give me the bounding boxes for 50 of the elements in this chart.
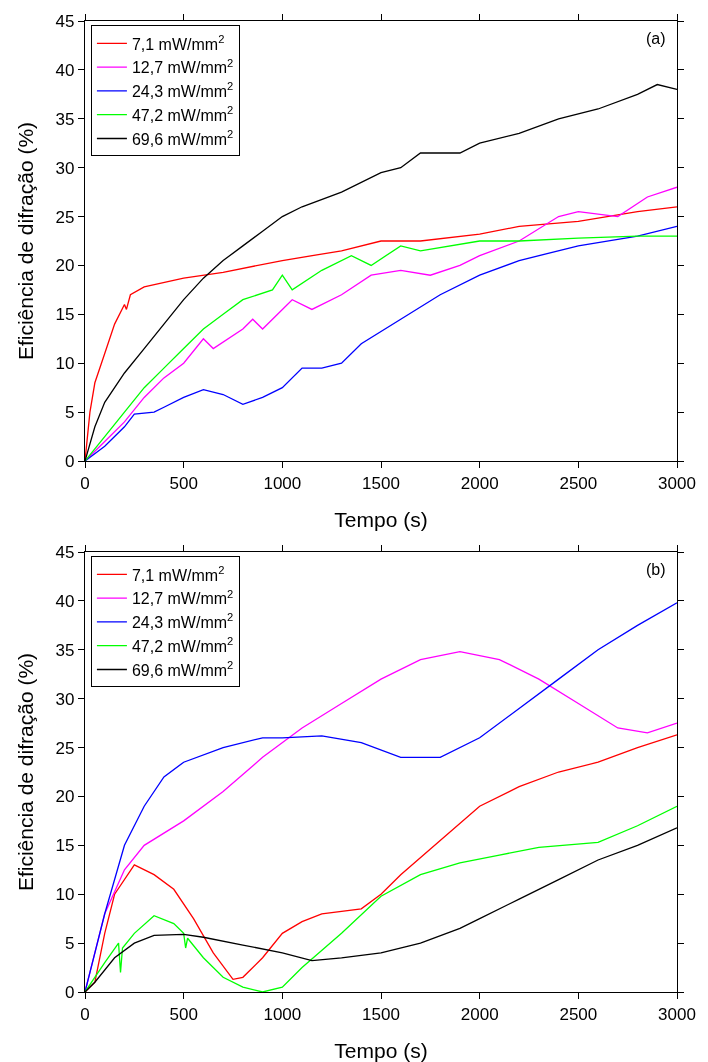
y-tick-label: 0: [65, 451, 75, 471]
legend-label: 69,6 mW/mm$^{2}$: [131, 659, 234, 679]
legend-label: 47,2 mW/mm$^{2}$: [131, 635, 234, 655]
x-tick-label: 3000: [658, 473, 696, 493]
y-tick-label: 40: [55, 591, 75, 611]
y-tick-label: 15: [55, 305, 75, 325]
x-tick-label: 2000: [460, 1004, 499, 1024]
y-tick-label: 25: [55, 207, 75, 227]
x-tick-label: 3000: [658, 1004, 696, 1024]
x-tick-label: 1000: [263, 1004, 302, 1024]
legend-label: 7,1 mW/mm$^{2}$: [131, 32, 225, 53]
y-tick-label: 35: [55, 640, 75, 660]
y-tick-label: 10: [55, 885, 75, 905]
x-tick-label: 1500: [362, 473, 400, 493]
x-tick-label: 1000: [263, 473, 302, 493]
x-tick-label: 2000: [460, 473, 499, 493]
y-tick-label: 40: [55, 60, 75, 80]
x-tick-label: 1500: [362, 1004, 400, 1024]
legend-label: 12,7 mW/mm$^{2}$: [131, 56, 234, 77]
y-tick-label: 15: [55, 836, 75, 856]
annotation: (b): [646, 561, 666, 578]
x-axis-title: Tempo (s): [334, 1039, 428, 1062]
x-tick-label: 500: [169, 1004, 198, 1024]
legend-label: 24,3 mW/mm$^{2}$: [131, 611, 234, 632]
x-tick-label: 500: [169, 473, 198, 493]
x-tick-label: 0: [80, 1004, 90, 1024]
annotation: (a): [646, 30, 666, 47]
legend-label: 69,6 mW/mm$^{2}$: [131, 128, 234, 148]
y-tick-label: 30: [55, 689, 75, 709]
y-axis-title: Eficiência de difração (%): [13, 652, 37, 892]
x-tick-label: 2500: [559, 473, 598, 493]
y-tick-label: 45: [55, 542, 75, 562]
legend-label: 7,1 mW/mm$^{2}$: [131, 563, 225, 584]
legend-label: 24,3 mW/mm$^{2}$: [131, 80, 234, 101]
y-tick-label: 5: [65, 403, 75, 423]
legend-label: 12,7 mW/mm$^{2}$: [131, 587, 234, 608]
y-tick-label: 20: [55, 256, 75, 276]
x-axis-title: Tempo (s): [334, 508, 428, 531]
y-tick-label: 20: [55, 787, 75, 807]
x-tick-label: 0: [80, 473, 90, 493]
y-tick-label: 25: [55, 738, 75, 758]
y-tick-label: 10: [55, 354, 75, 374]
y-tick-label: 5: [65, 934, 75, 954]
y-tick-label: 0: [65, 982, 75, 1002]
legend-label: 47,2 mW/mm$^{2}$: [131, 104, 234, 124]
y-tick-label: 35: [55, 109, 75, 129]
x-tick-label: 2500: [559, 1004, 598, 1024]
y-tick-label: 30: [55, 158, 75, 178]
y-axis-title: Eficiência de difração (%): [13, 121, 37, 361]
y-tick-label: 45: [55, 11, 75, 31]
